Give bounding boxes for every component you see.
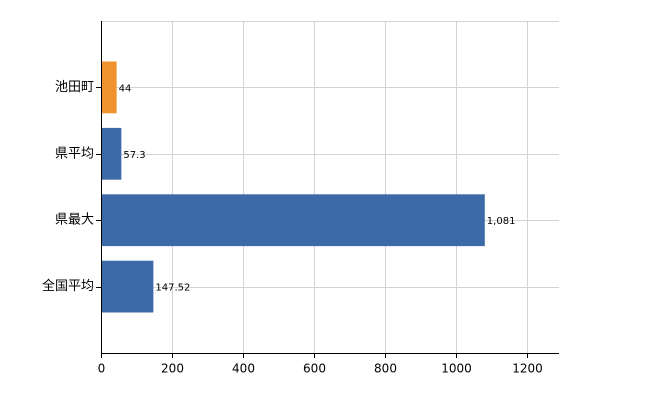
x-tick-label: 400 [232,362,255,376]
value-label: 44 [119,83,132,94]
bar [101,127,122,180]
y-tick-label: 県最大 [55,213,94,228]
bar [101,260,154,313]
x-tick-label: 1200 [512,362,543,376]
bar [101,61,117,114]
x-tick-label: 800 [374,362,397,376]
y-tick-label: 県平均 [55,146,94,161]
x-tick-label: 600 [303,362,326,376]
value-label: 1,081 [487,216,516,227]
y-tick-label: 全国平均 [42,278,94,294]
value-label: 57.3 [123,150,145,161]
bar [101,194,485,247]
x-tick-label: 1000 [441,362,472,376]
x-tick-label: 0 [98,362,106,376]
value-label: 147.52 [155,283,190,294]
y-tick-label: 池田町 [55,80,94,95]
x-tick-label: 200 [161,362,184,376]
